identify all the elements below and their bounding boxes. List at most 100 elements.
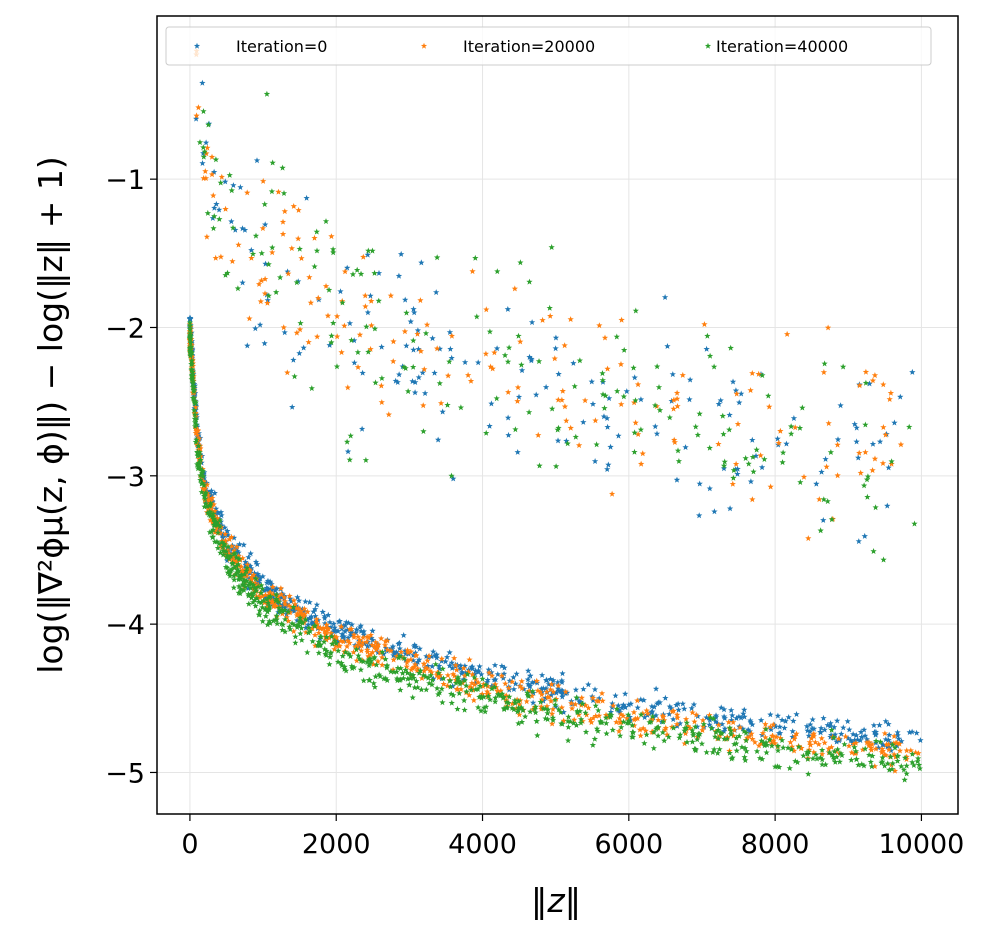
legend-label-iteration-40000: Iteration=40000 [716, 37, 848, 56]
data-point [199, 160, 206, 166]
data-point [577, 719, 585, 726]
data-point [589, 697, 597, 704]
data-point [549, 405, 556, 412]
data-point [819, 756, 826, 763]
data-point [422, 330, 430, 337]
data-point [323, 652, 330, 658]
data-point [891, 751, 898, 758]
data-point [382, 675, 389, 682]
data-point [298, 255, 305, 261]
data-point [589, 693, 596, 700]
data-point [315, 294, 322, 301]
data-point [207, 517, 214, 523]
data-point [654, 363, 661, 370]
data-point [632, 397, 639, 404]
data-point [344, 448, 352, 455]
data-point [547, 686, 554, 693]
data-point [616, 707, 623, 714]
data-point [244, 189, 251, 196]
data-point [279, 610, 286, 617]
data-point [302, 616, 309, 623]
data-point [305, 338, 312, 345]
data-point [264, 299, 271, 306]
data-point [438, 655, 445, 662]
data-point [727, 731, 735, 737]
data-point [191, 419, 199, 426]
data-point [480, 693, 487, 700]
data-point [353, 643, 360, 649]
data-point [322, 650, 329, 657]
data-point [805, 732, 812, 739]
data-point [856, 382, 863, 389]
data-point [884, 502, 891, 509]
x-tick-label: 4000 [448, 829, 517, 860]
data-point [885, 720, 892, 727]
data-point [640, 696, 647, 703]
data-point [593, 725, 601, 732]
data-point [319, 625, 327, 631]
data-point [543, 688, 550, 695]
data-point [753, 446, 760, 453]
data-point [504, 704, 511, 711]
data-point [419, 369, 426, 376]
data-point [582, 397, 589, 404]
data-point [604, 415, 611, 421]
data-point [275, 604, 283, 611]
data-point [865, 739, 873, 745]
data-point [345, 619, 352, 626]
data-point [561, 403, 569, 410]
data-point [257, 298, 264, 305]
data-point [415, 345, 422, 352]
data-point [213, 508, 220, 515]
data-point [414, 667, 421, 674]
data-point [896, 740, 903, 747]
data-point [891, 419, 898, 426]
data-point [643, 731, 650, 738]
data-point [187, 339, 194, 346]
data-point [497, 692, 504, 699]
plot-frame [156, 15, 959, 815]
data-point [428, 653, 435, 660]
data-point [793, 730, 800, 737]
data-point [499, 690, 506, 697]
data-point [545, 706, 552, 713]
data-point [364, 643, 371, 649]
data-point [448, 354, 455, 361]
y-tick-label: −3 [105, 462, 145, 493]
data-point [650, 745, 657, 751]
data-point [706, 485, 713, 492]
data-point [251, 584, 258, 591]
data-point [330, 620, 337, 627]
data-point [701, 321, 708, 328]
data-point [239, 581, 246, 588]
data-point [442, 658, 449, 665]
data-point [551, 355, 558, 362]
data-point [269, 583, 276, 590]
data-point [365, 247, 372, 254]
data-point [503, 698, 510, 705]
data-point [468, 679, 475, 686]
data-point [903, 747, 910, 754]
data-point [800, 473, 808, 480]
data-point [226, 572, 234, 579]
data-point [433, 289, 440, 296]
data-point [831, 723, 838, 730]
data-point [446, 662, 453, 669]
data-point [804, 755, 811, 762]
data-point [765, 392, 772, 399]
data-point [193, 436, 200, 443]
data-point [535, 431, 542, 438]
data-point [703, 345, 710, 352]
x-tick-label: 8000 [741, 829, 810, 860]
data-point [281, 628, 289, 635]
data-point [210, 510, 217, 517]
data-point [515, 393, 523, 400]
data-point [463, 688, 470, 695]
data-point [869, 752, 876, 759]
data-point [604, 365, 611, 372]
data-point [906, 729, 913, 736]
data-point [416, 669, 423, 676]
data-point [356, 331, 364, 338]
data-point [364, 309, 371, 316]
data-point [357, 627, 365, 634]
